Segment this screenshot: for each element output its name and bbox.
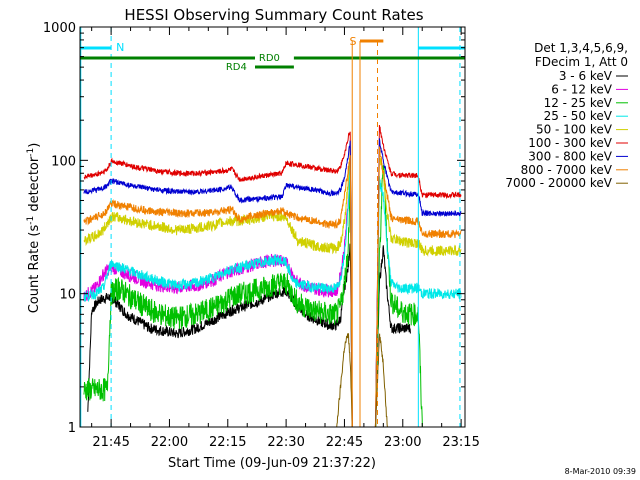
rd4-label: RD4 [226,62,247,73]
legend-label: 3 - 6 keV [559,69,613,83]
x-tick-label: 21:45 [92,435,129,450]
series-line [83,124,462,428]
y-tick-label: 1 [68,421,76,436]
x-axis-label: Start Time (09-Jun-09 21:37:22) [168,456,376,471]
legend-label: 100 - 300 keV [528,136,612,150]
legend: Det 1,3,4,5,6,9, FDecim 1, Att 0 3 - 6 k… [505,41,628,190]
legend-label: 800 - 7000 keV [521,163,613,177]
x-tick-label: 23:00 [384,435,421,450]
axis-ticks: 21:45 22:00 22:15 22:30 22:45 23:00 23:15 1 10 10… [43,21,480,450]
y-axis-label: Count Rate (s-1 detector-1) [26,143,42,314]
legend-header-line-2: FDecim 1, Att 0 [535,55,628,69]
legend-label: 12 - 25 keV [544,96,613,110]
legend-label: 6 - 12 keV [551,82,613,96]
plot-area [83,124,462,428]
series-line [83,158,462,428]
legend-label: 7000 - 20000 keV [505,176,612,190]
y-tick-label: 10 [59,288,76,303]
y-tick-label: 100 [51,154,76,169]
x-tick-label: 22:45 [326,435,363,450]
series-line [83,146,462,428]
timestamp: 8-Mar-2010 09:39 [565,467,636,476]
x-tick-label: 22:00 [151,435,188,450]
series-line [83,165,442,428]
night-label: N [116,41,124,54]
rd0-label: RD0 [259,53,280,64]
annotation-layer: N RD0 RD4 S [80,27,465,427]
y-tick-label: 1000 [43,21,76,36]
legend-label: 50 - 100 keV [536,123,613,137]
series-line [227,333,411,428]
saa-label: S [350,35,357,48]
chart-title: HESSI Observing Summary Count Rates [124,6,423,24]
series-line [83,138,462,428]
x-tick-label: 22:15 [209,435,246,450]
legend-label: 25 - 50 keV [544,109,613,123]
legend-label: 300 - 800 keV [528,149,612,163]
x-tick-label: 22:30 [267,435,304,450]
legend-header-line-1: Det 1,3,4,5,6,9, [534,41,628,55]
x-tick-label: 23:15 [442,435,479,450]
plot-frame [79,26,466,428]
